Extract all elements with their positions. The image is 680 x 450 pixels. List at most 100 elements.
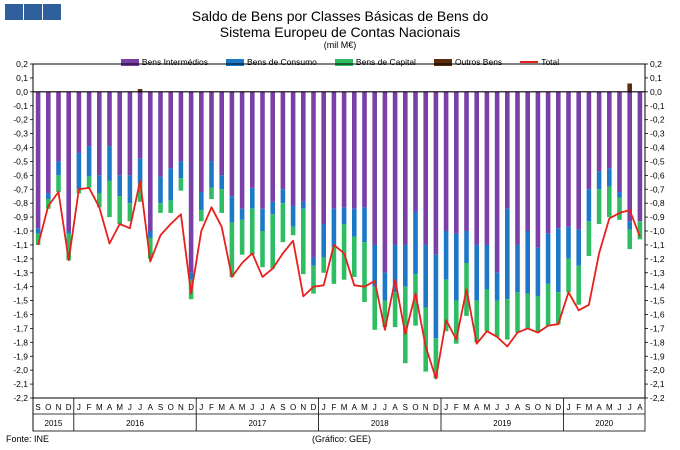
- bar-intermedios: [46, 91, 51, 194]
- bar-intermedios: [311, 91, 316, 258]
- y-tick-label-right: -0,2: [650, 115, 665, 125]
- bar-capital: [46, 198, 51, 209]
- x-month-label: N: [56, 403, 62, 412]
- x-axis-frame: [32, 397, 646, 432]
- bar-consumo: [209, 161, 214, 188]
- chart-legend: Bens Intermédios Bens de Consumo Bens de…: [0, 57, 680, 67]
- bar-intermedios: [239, 91, 245, 209]
- bar-intermedios: [301, 91, 306, 202]
- y-tick-label-right: 0,1: [650, 73, 662, 83]
- bar-capital: [423, 307, 428, 372]
- bar-capital: [250, 208, 255, 255]
- x-month-label: A: [392, 403, 398, 412]
- x-year-label: 2020: [595, 419, 613, 428]
- bar-consumo: [301, 201, 306, 209]
- x-month-label: N: [178, 403, 184, 412]
- x-month-label: J: [138, 403, 142, 412]
- x-year-label: 2017: [249, 419, 267, 428]
- bar-intermedios: [627, 91, 632, 222]
- plot-frame: [32, 63, 646, 399]
- bar-consumo: [86, 146, 92, 177]
- bar-consumo: [331, 208, 337, 247]
- bar-capital: [454, 300, 459, 344]
- y-tick-label-left: -1,3: [13, 268, 28, 278]
- bar-intermedios: [423, 91, 428, 245]
- bar-capital: [209, 187, 214, 199]
- x-month-label: M: [218, 403, 225, 412]
- bar-consumo: [627, 221, 632, 230]
- bar-consumo: [382, 272, 388, 301]
- bar-capital: [229, 222, 235, 277]
- x-month-label: M: [239, 403, 246, 412]
- bar-consumo: [413, 211, 418, 275]
- bar-consumo: [117, 175, 122, 197]
- y-tick-label-right: -1,4: [650, 282, 665, 292]
- x-month-label: M: [341, 403, 348, 412]
- bar-consumo: [35, 228, 41, 234]
- x-month-label: S: [35, 403, 40, 412]
- bar-consumo: [556, 228, 561, 293]
- bar-consumo: [586, 189, 592, 222]
- bar-capital: [270, 214, 275, 269]
- bar-consumo: [607, 168, 612, 187]
- bar-intermedios: [280, 91, 286, 190]
- bar-capital: [372, 286, 377, 330]
- bar-outros: [137, 89, 143, 92]
- x-month-label: O: [45, 403, 51, 412]
- y-tick-label-left: -0,5: [13, 156, 28, 166]
- x-month-label: F: [87, 403, 92, 412]
- bar-consumo: [392, 244, 398, 293]
- y-tick-label-right: -1,0: [650, 226, 665, 236]
- y-tick-label-right: -0,1: [650, 101, 665, 111]
- bar-capital: [280, 203, 286, 243]
- y-tick-label-right: -0,8: [650, 198, 665, 208]
- bar-consumo: [352, 208, 357, 237]
- legend-swatch-capital: [334, 58, 353, 66]
- y-tick-label-left: -0,6: [13, 170, 28, 180]
- bar-consumo: [199, 192, 204, 211]
- y-tick-label-left: -0,3: [13, 129, 28, 139]
- x-month-label: J: [322, 403, 326, 412]
- bar-intermedios: [464, 91, 469, 231]
- bar-consumo: [158, 176, 163, 204]
- total-line: [37, 179, 641, 380]
- bar-intermedios: [484, 91, 490, 245]
- bar-capital: [107, 180, 112, 218]
- y-tick-label-right: -1,2: [650, 254, 665, 264]
- y-tick-label-left: -0,8: [13, 198, 28, 208]
- x-month-label: O: [168, 403, 174, 412]
- bar-capital: [474, 300, 479, 343]
- bar-consumo: [148, 231, 153, 238]
- y-tick-label-left: 0,0: [16, 87, 28, 97]
- y-tick-label-right: -0,9: [650, 212, 665, 222]
- bar-consumo: [494, 272, 500, 301]
- x-month-label: D: [555, 403, 561, 412]
- bar-capital: [97, 193, 102, 208]
- bar-intermedios: [525, 91, 530, 231]
- logo-square-1: [5, 4, 23, 20]
- bar-capital: [301, 208, 306, 275]
- bar-capital: [403, 286, 408, 364]
- y-tick-label-right: -0,6: [650, 170, 665, 180]
- bar-intermedios: [168, 91, 173, 169]
- bar-capital: [56, 175, 61, 193]
- x-year-label: 2016: [126, 419, 144, 428]
- bar-capital: [290, 226, 296, 236]
- bar-capital: [117, 196, 122, 225]
- bar-capital: [443, 279, 449, 332]
- bar-consumo: [107, 146, 112, 181]
- bar-consumo: [239, 208, 245, 220]
- y-tick-label-left: -0,1: [13, 101, 28, 111]
- bar-capital: [525, 293, 530, 329]
- bar-consumo: [178, 161, 184, 179]
- y-tick-label-left: -1,4: [13, 282, 28, 292]
- bar-consumo: [372, 244, 377, 287]
- bar-intermedios: [454, 91, 459, 234]
- bar-intermedios: [127, 91, 133, 176]
- x-month-label: J: [383, 403, 387, 412]
- x-month-label: D: [433, 403, 439, 412]
- bar-capital: [586, 221, 592, 257]
- bar-intermedios: [219, 91, 224, 176]
- x-month-label: A: [270, 403, 276, 412]
- x-month-label: N: [545, 403, 551, 412]
